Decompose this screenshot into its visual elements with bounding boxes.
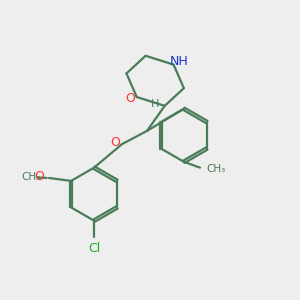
- Text: CH₃: CH₃: [206, 164, 226, 174]
- Text: H: H: [151, 99, 160, 110]
- Text: O: O: [111, 136, 121, 149]
- Text: Cl: Cl: [88, 242, 100, 255]
- Text: NH: NH: [170, 55, 189, 68]
- Text: CH₃: CH₃: [22, 172, 41, 182]
- Text: O: O: [125, 92, 135, 105]
- Text: O: O: [35, 170, 45, 183]
